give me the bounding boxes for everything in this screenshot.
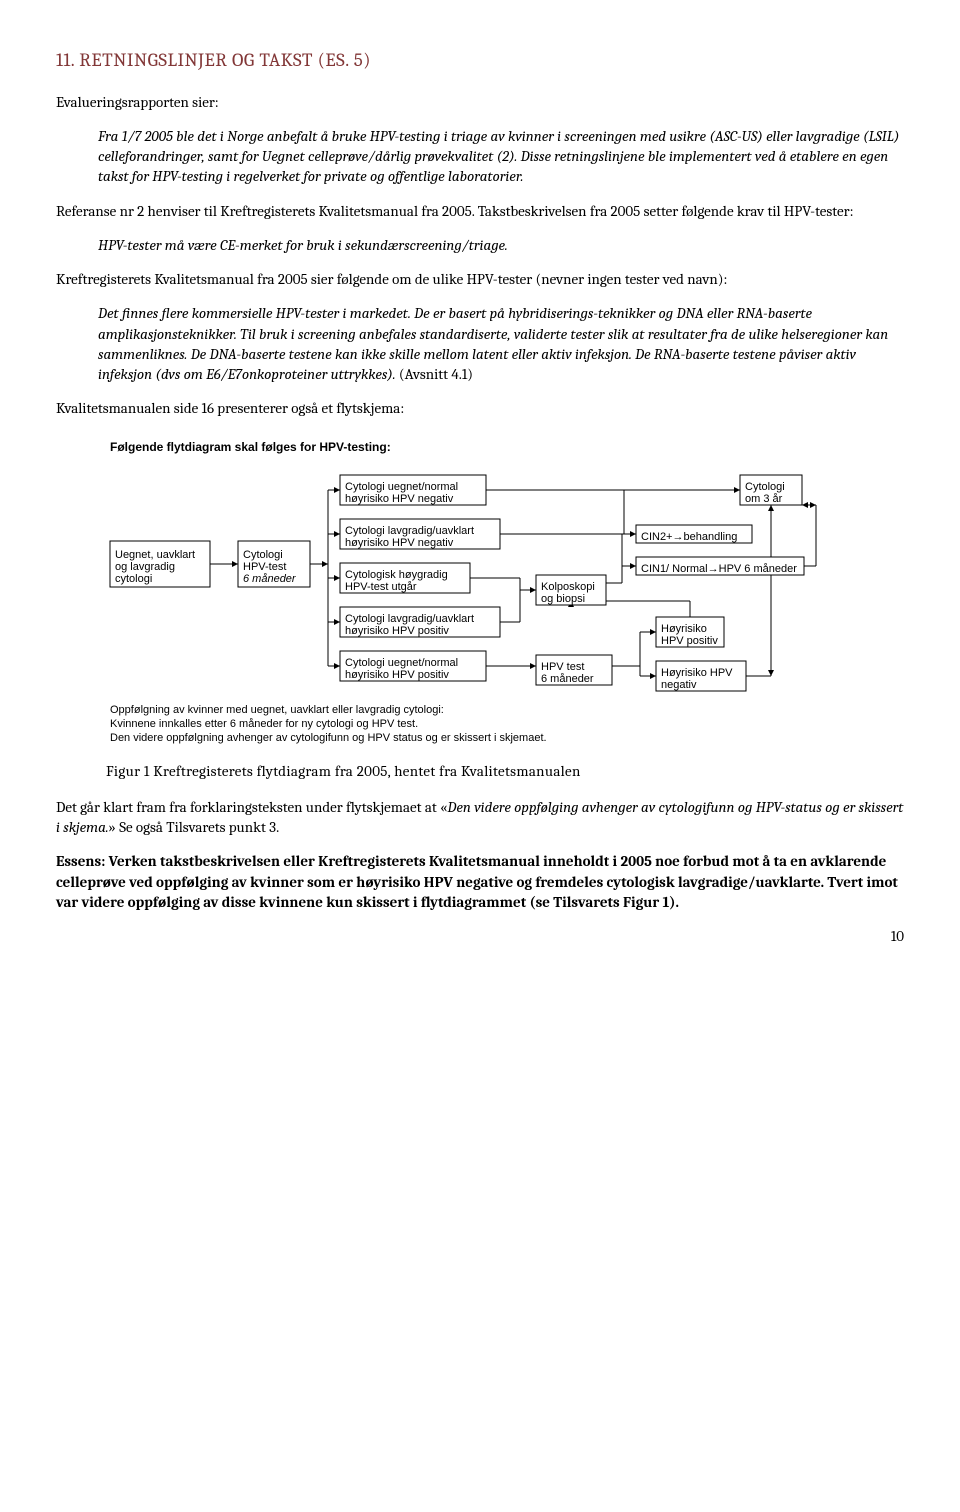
svg-text:Cytologi lavgradig/uavklart: Cytologi lavgradig/uavklart xyxy=(345,525,474,537)
svg-text:Cytologi: Cytologi xyxy=(745,481,785,493)
figure-caption: Figur 1 Kreftregisterets flytdiagram fra… xyxy=(106,761,904,781)
svg-text:om 3 år: om 3 år xyxy=(745,493,783,505)
svg-text:høyrisiko HPV negativ: høyrisiko HPV negativ xyxy=(345,493,454,505)
flowchart-title: Følgende flytdiagram skal følges for HPV… xyxy=(110,440,391,454)
svg-text:Cytologi lavgradig/uavklart: Cytologi lavgradig/uavklart xyxy=(345,613,474,625)
svg-text:Høyrisiko: Høyrisiko xyxy=(661,623,707,635)
quote-manual-body: Det finnes flere kommersielle HPV-tester… xyxy=(98,304,888,383)
svg-text:Cytologisk høygradig: Cytologisk høygradig xyxy=(345,569,448,581)
flowchart-figure: Følgende flytdiagram skal følges for HPV… xyxy=(100,433,860,753)
quote-manual: Det finnes flere kommersielle HPV-tester… xyxy=(98,303,904,384)
quote-takst: HPV-tester må være CE-merket for bruk i … xyxy=(98,235,904,255)
essens-para: Essens: Verken takstbeskrivelsen eller K… xyxy=(56,851,904,912)
flow-intro: Kvalitetsmanualen side 16 presenterer og… xyxy=(56,398,904,418)
svg-text:negativ: negativ xyxy=(661,679,697,691)
intro-line: Evalueringsrapporten sier: xyxy=(56,92,904,112)
svg-text:høyrisiko HPV positiv: høyrisiko HPV positiv xyxy=(345,625,449,637)
svg-text:Cytologi uegnet/normal: Cytologi uegnet/normal xyxy=(345,657,458,669)
svg-text:høyrisiko HPV positiv: høyrisiko HPV positiv xyxy=(345,669,449,681)
svg-text:Høyrisiko HPV: Høyrisiko HPV xyxy=(661,667,733,679)
page-number: 10 xyxy=(56,926,904,946)
manual-intro: Kreftregisterets Kvalitetsmanual fra 200… xyxy=(56,269,904,289)
svg-text:6 måneder: 6 måneder xyxy=(541,673,594,685)
svg-text:og biopsi: og biopsi xyxy=(541,593,585,605)
svg-text:cytologi: cytologi xyxy=(115,573,152,585)
ref-line: Referanse nr 2 henviser til Kreftregiste… xyxy=(56,201,904,221)
post-figure-para: Det går klart fram fra forklaringstekste… xyxy=(56,797,904,838)
section-heading: 11. RETNINGSLINJER OG TAKST (ES. 5) xyxy=(56,48,904,74)
post-figure-a: Det går klart fram fra forklaringstekste… xyxy=(56,798,447,816)
svg-text:Cytologi uegnet/normal: Cytologi uegnet/normal xyxy=(345,481,458,493)
svg-text:CIN1/ Normal→HPV 6 måneder: CIN1/ Normal→HPV 6 måneder xyxy=(641,563,797,575)
svg-text:Uegnet, uavklart: Uegnet, uavklart xyxy=(115,549,195,561)
quote-manual-ref: (Avsnitt 4.1) xyxy=(399,365,473,383)
svg-text:Cytologi: Cytologi xyxy=(243,549,283,561)
flowchart-caption-1: Oppfølgning av kvinner med uegnet, uavkl… xyxy=(110,704,444,716)
essens-text: Essens: Verken takstbeskrivelsen eller K… xyxy=(56,852,898,911)
svg-text:HPV-test: HPV-test xyxy=(243,561,286,573)
flowchart-caption-2: Kvinnene innkalles etter 6 måneder for n… xyxy=(110,718,418,730)
svg-text:høyrisiko HPV negativ: høyrisiko HPV negativ xyxy=(345,537,454,549)
flowchart-caption-3: Den videre oppfølgning avhenger av cytol… xyxy=(110,732,547,744)
svg-text:CIN2+→behandling: CIN2+→behandling xyxy=(641,531,737,543)
post-figure-c: » Se også Tilsvarets punkt 3. xyxy=(109,818,280,836)
svg-text:HPV test: HPV test xyxy=(541,661,584,673)
quote-eval: Fra 1/7 2005 ble det i Norge anbefalt å … xyxy=(98,126,904,187)
svg-text:Kolposkopi: Kolposkopi xyxy=(541,581,595,593)
svg-text:6 måneder: 6 måneder xyxy=(243,573,297,585)
svg-text:HPV positiv: HPV positiv xyxy=(661,635,718,647)
svg-text:HPV-test utgår: HPV-test utgår xyxy=(345,581,417,593)
svg-text:og lavgradig: og lavgradig xyxy=(115,561,175,573)
